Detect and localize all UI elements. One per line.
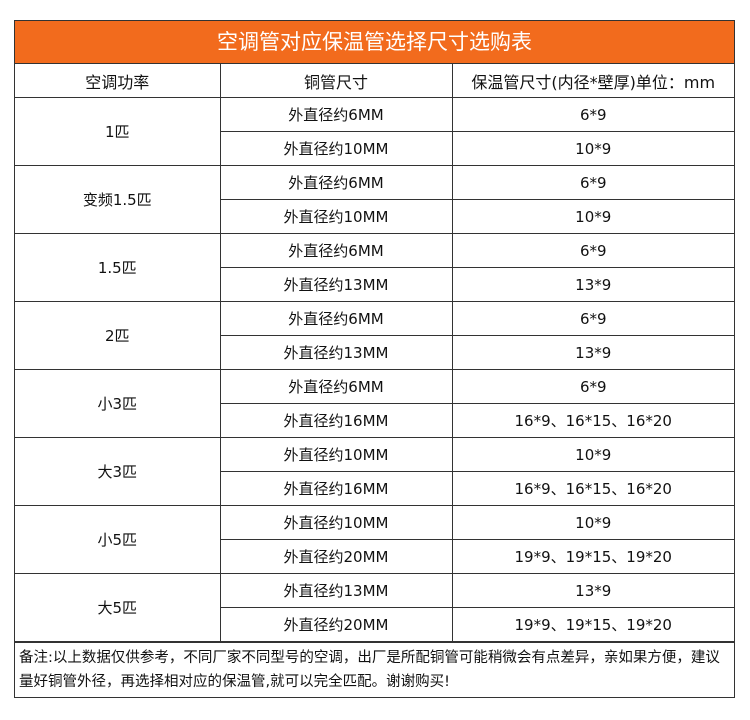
power-cell: 2匹 <box>15 301 221 370</box>
copper-size-cell: 外直径约6MM <box>219 369 453 404</box>
chart-title: 空调管对应保温管选择尺寸选购表 <box>15 21 734 64</box>
table-row: 外直径约16MM 16*9、16*15、16*20 <box>15 403 734 438</box>
table-row: 1匹 外直径约6MM 6*9 <box>15 97 734 166</box>
copper-size-cell: 外直径约13MM <box>220 267 453 302</box>
footnote: 备注:以上数据仅供参考，不同厂家不同型号的空调，出厂是所配铜管可能稍微会有点差异… <box>15 642 734 697</box>
insulation-size-cell: 10*9 <box>451 131 734 166</box>
insulation-size-cell: 13*9 <box>451 573 734 608</box>
insulation-size-cell: 13*9 <box>451 335 734 370</box>
insulation-size-cell: 6*9 <box>451 97 734 132</box>
insulation-size-cell: 13*9 <box>451 267 734 302</box>
table-row: 大5匹 外直径约13MM 13*9 <box>15 573 734 642</box>
table-row: 变频1.5匹 外直径约6MM 6*9 <box>15 165 734 234</box>
table-row: 小5匹 外直径约10MM 10*9 <box>15 505 734 574</box>
insulation-size-cell: 6*9 <box>451 233 734 268</box>
copper-size-cell: 外直径约10MM <box>219 505 453 540</box>
power-cell: 1.5匹 <box>15 233 221 302</box>
power-cell: 小5匹 <box>15 505 221 574</box>
size-table: 空调功率 铜管尺寸 保温管尺寸(内径*壁厚)单位：mm 1匹 外直径约6MM 6*9… <box>15 64 734 642</box>
insulation-size-cell: 10*9 <box>451 437 734 472</box>
copper-size-cell: 外直径约20MM <box>220 607 453 642</box>
table-row: 2匹 外直径约6MM 6*9 <box>15 301 734 370</box>
table-body: 1匹 外直径约6MM 6*9 外直径约10MM 10*9 变频1.5匹 外直径约6MM 6*9… <box>15 97 734 642</box>
insulation-size-cell: 6*9 <box>451 369 734 404</box>
insulation-size-cell: 10*9 <box>451 199 734 234</box>
copper-size-cell: 外直径约10MM <box>220 131 453 166</box>
header-copper-size: 铜管尺寸 <box>219 64 453 98</box>
table-row: 外直径约20MM 19*9、19*15、19*20 <box>15 539 734 574</box>
insulation-size-cell: 16*9、16*15、16*20 <box>451 403 734 438</box>
power-cell: 大5匹 <box>15 573 221 642</box>
copper-size-cell: 外直径约10MM <box>220 199 453 234</box>
copper-size-cell: 外直径约6MM <box>219 97 453 132</box>
table-row: 外直径约10MM 10*9 <box>15 131 734 166</box>
insulation-size-cell: 6*9 <box>451 165 734 200</box>
copper-size-cell: 外直径约13MM <box>220 335 453 370</box>
power-cell: 小3匹 <box>15 369 221 438</box>
table-row: 大3匹 外直径约10MM 10*9 <box>15 437 734 506</box>
copper-size-cell: 外直径约13MM <box>219 573 453 608</box>
insulation-size-cell: 6*9 <box>451 301 734 336</box>
size-chart: 空调管对应保温管选择尺寸选购表 空调功率 铜管尺寸 保温管尺寸(内径*壁厚)单位… <box>14 20 735 698</box>
insulation-size-cell: 16*9、16*15、16*20 <box>451 471 734 506</box>
copper-size-cell: 外直径约10MM <box>219 437 453 472</box>
power-cell: 大3匹 <box>15 437 221 506</box>
power-cell: 变频1.5匹 <box>15 165 221 234</box>
copper-size-cell: 外直径约16MM <box>220 471 453 506</box>
table-row: 外直径约13MM 13*9 <box>15 335 734 370</box>
table-row: 1.5匹 外直径约6MM 6*9 <box>15 233 734 302</box>
header-insulation-size: 保温管尺寸(内径*壁厚)单位：mm <box>451 64 734 98</box>
insulation-size-cell: 19*9、19*15、19*20 <box>451 607 734 642</box>
header-row: 空调功率 铜管尺寸 保温管尺寸(内径*壁厚)单位：mm <box>15 64 734 98</box>
copper-size-cell: 外直径约6MM <box>219 233 453 268</box>
table-row: 外直径约16MM 16*9、16*15、16*20 <box>15 471 734 506</box>
insulation-size-cell: 19*9、19*15、19*20 <box>451 539 734 574</box>
insulation-size-cell: 10*9 <box>451 505 734 540</box>
table-row: 外直径约20MM 19*9、19*15、19*20 <box>15 607 734 642</box>
table-row: 小3匹 外直径约6MM 6*9 <box>15 369 734 438</box>
copper-size-cell: 外直径约6MM <box>219 301 453 336</box>
copper-size-cell: 外直径约16MM <box>220 403 453 438</box>
header-power: 空调功率 <box>15 64 221 98</box>
power-cell: 1匹 <box>15 97 221 166</box>
copper-size-cell: 外直径约20MM <box>220 539 453 574</box>
copper-size-cell: 外直径约6MM <box>219 165 453 200</box>
